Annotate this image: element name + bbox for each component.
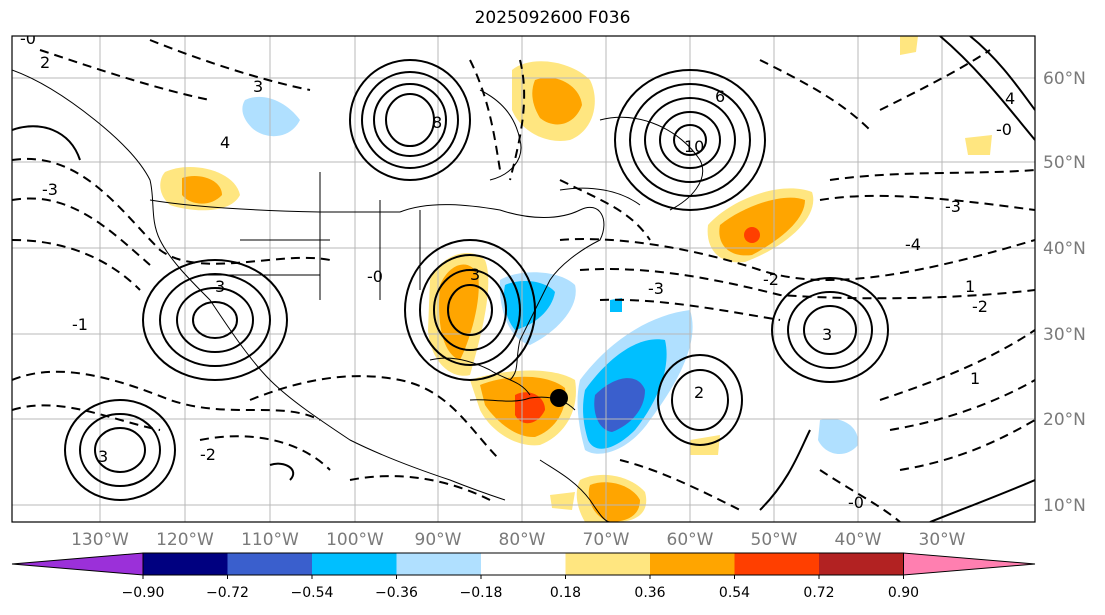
- svg-text:10: 10: [684, 137, 704, 156]
- colorbar-tick-label: −0.72: [206, 585, 249, 601]
- chart-title: 2025092600 F036: [474, 8, 631, 28]
- colorbar-tick-label: 0.36: [634, 585, 665, 601]
- lon-tick-label: 90°W: [415, 530, 462, 550]
- svg-text:3: 3: [98, 447, 108, 466]
- colorbar-tick-label: −0.90: [122, 585, 165, 601]
- latitude-ticks: 60°N 50°N 40°N 30°N 20°N 10°N: [1043, 69, 1086, 516]
- lat-tick-label: 50°N: [1043, 153, 1086, 173]
- lat-tick-label: 10°N: [1043, 496, 1086, 516]
- colorbar-bin: [312, 553, 397, 575]
- lon-tick-label: 60°W: [667, 530, 714, 550]
- colorbar-bin: [734, 553, 819, 575]
- svg-text:3: 3: [822, 325, 832, 344]
- colorbar-tick-label: −0.54: [291, 585, 334, 601]
- contour-labels: -0 2 3 4 6 8 10 -1 -2 -3 -3 -4 1 -2 -0 3…: [20, 29, 1015, 512]
- lon-tick-label: 130°W: [71, 530, 129, 550]
- lon-tick-label: 30°W: [919, 530, 966, 550]
- lon-tick-label: 50°W: [751, 530, 798, 550]
- svg-text:-0: -0: [996, 120, 1012, 139]
- svg-text:2: 2: [694, 383, 704, 402]
- lat-tick-label: 40°N: [1043, 239, 1086, 259]
- coastlines: [12, 69, 704, 522]
- lon-tick-label: 120°W: [156, 530, 214, 550]
- svg-text:1: 1: [965, 277, 975, 296]
- colorbar-tick-label: 0.72: [803, 585, 834, 601]
- colorbar-tick-label: −0.36: [375, 585, 418, 601]
- svg-text:-2: -2: [972, 297, 988, 316]
- lat-tick-label: 30°N: [1043, 325, 1086, 345]
- longitude-ticks: 130°W 120°W 110°W 100°W 90°W 80°W 70°W 60°W 50°W…: [71, 530, 966, 550]
- lon-tick-label: 70°W: [583, 530, 630, 550]
- colorbar-tick-label: −0.18: [460, 585, 503, 601]
- svg-text:-4: -4: [905, 235, 921, 254]
- svg-text:4: 4: [220, 133, 230, 152]
- svg-text:3: 3: [215, 277, 225, 296]
- svg-text:4: 4: [1005, 89, 1015, 108]
- lat-tick-label: 60°N: [1043, 69, 1086, 89]
- colorbar-under-arrow: [11, 552, 144, 576]
- colorbar-tick-label: 0.90: [888, 585, 919, 601]
- map-border: [11, 35, 1036, 523]
- svg-text:-0: -0: [848, 493, 864, 512]
- svg-text:6: 6: [715, 87, 725, 106]
- svg-text:-0: -0: [367, 267, 383, 286]
- colorbar-bin: [143, 553, 228, 575]
- storm-center-marker: [550, 389, 568, 407]
- colorbar-bin: [819, 553, 904, 575]
- colorbar-bin: [650, 553, 735, 575]
- svg-text:1: 1: [970, 369, 980, 388]
- lon-tick-label: 110°W: [241, 530, 299, 550]
- lon-tick-label: 100°W: [326, 530, 384, 550]
- lon-tick-label: 40°W: [835, 530, 882, 550]
- colorbar-over-arrow: [903, 552, 1036, 576]
- svg-text:-2: -2: [763, 270, 779, 289]
- svg-text:2: 2: [40, 53, 50, 72]
- colorbar-bin: [481, 553, 566, 575]
- contour-lines: [12, 36, 1035, 522]
- svg-text:-2: -2: [200, 445, 216, 464]
- colorbar-tick-label: 0.18: [550, 585, 581, 601]
- colorbar: −0.90 −0.72 −0.54 −0.36 −0.18 0.18 0.36 0.54 0.7…: [11, 552, 1036, 601]
- svg-text:-0: -0: [20, 29, 36, 48]
- svg-text:3: 3: [253, 77, 263, 96]
- svg-text:-3: -3: [648, 279, 664, 298]
- svg-text:-1: -1: [72, 315, 88, 334]
- svg-text:-3: -3: [945, 197, 961, 216]
- colorbar-tick-label: 0.54: [719, 585, 750, 601]
- svg-text:-3: -3: [42, 180, 58, 199]
- colorbar-bin: [396, 553, 481, 575]
- lat-tick-label: 20°N: [1043, 410, 1086, 430]
- shading-layer: [160, 36, 992, 522]
- svg-text:8: 8: [432, 113, 442, 132]
- svg-text:3: 3: [470, 265, 480, 284]
- colorbar-bin: [227, 553, 312, 575]
- colorbar-bin: [565, 553, 650, 575]
- lon-tick-label: 80°W: [499, 530, 546, 550]
